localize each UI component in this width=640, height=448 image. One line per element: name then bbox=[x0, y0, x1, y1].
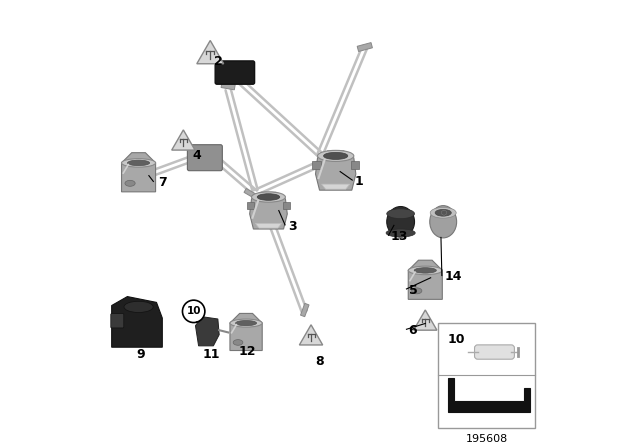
Text: 3: 3 bbox=[288, 220, 296, 233]
FancyBboxPatch shape bbox=[474, 345, 515, 359]
Text: 4: 4 bbox=[193, 149, 202, 163]
Polygon shape bbox=[250, 192, 287, 229]
FancyBboxPatch shape bbox=[111, 314, 124, 328]
Polygon shape bbox=[221, 82, 236, 90]
Text: 7: 7 bbox=[158, 176, 166, 190]
Polygon shape bbox=[230, 314, 262, 350]
Polygon shape bbox=[197, 40, 224, 64]
Polygon shape bbox=[244, 189, 257, 198]
Ellipse shape bbox=[412, 288, 422, 294]
Ellipse shape bbox=[386, 229, 415, 237]
Bar bbox=[438, 323, 536, 428]
Ellipse shape bbox=[430, 207, 456, 218]
Polygon shape bbox=[448, 379, 530, 412]
Polygon shape bbox=[300, 325, 323, 345]
Ellipse shape bbox=[252, 192, 285, 202]
Ellipse shape bbox=[387, 207, 415, 237]
Polygon shape bbox=[268, 213, 278, 226]
Ellipse shape bbox=[435, 209, 451, 216]
Text: 9: 9 bbox=[136, 348, 145, 362]
Ellipse shape bbox=[122, 159, 156, 167]
Ellipse shape bbox=[408, 266, 442, 275]
Polygon shape bbox=[351, 161, 359, 169]
Polygon shape bbox=[112, 297, 163, 347]
Polygon shape bbox=[312, 161, 321, 169]
Ellipse shape bbox=[230, 319, 262, 327]
Polygon shape bbox=[408, 260, 442, 299]
Text: ⬡: ⬡ bbox=[440, 210, 446, 216]
Polygon shape bbox=[283, 202, 290, 209]
Text: 11: 11 bbox=[203, 348, 220, 362]
Polygon shape bbox=[247, 202, 254, 209]
Ellipse shape bbox=[430, 206, 457, 238]
Ellipse shape bbox=[257, 194, 280, 200]
Text: 14: 14 bbox=[444, 270, 461, 284]
Text: 13: 13 bbox=[391, 230, 408, 243]
Ellipse shape bbox=[125, 181, 135, 186]
Polygon shape bbox=[255, 224, 282, 228]
Text: 8: 8 bbox=[315, 355, 323, 369]
Text: 1: 1 bbox=[355, 175, 364, 188]
Text: 2: 2 bbox=[214, 55, 223, 69]
Ellipse shape bbox=[233, 340, 243, 345]
Polygon shape bbox=[357, 43, 372, 52]
Polygon shape bbox=[172, 130, 195, 150]
Text: 10: 10 bbox=[448, 333, 465, 346]
Polygon shape bbox=[413, 310, 437, 330]
Ellipse shape bbox=[414, 268, 436, 273]
Ellipse shape bbox=[324, 152, 348, 159]
Text: 12: 12 bbox=[239, 345, 256, 358]
Ellipse shape bbox=[127, 160, 150, 166]
Ellipse shape bbox=[387, 209, 415, 219]
Ellipse shape bbox=[317, 151, 354, 161]
Text: 10: 10 bbox=[186, 306, 201, 316]
Circle shape bbox=[182, 300, 205, 323]
Ellipse shape bbox=[124, 301, 153, 313]
Polygon shape bbox=[321, 184, 350, 189]
Polygon shape bbox=[316, 151, 356, 190]
FancyBboxPatch shape bbox=[215, 61, 255, 84]
Text: 195608: 195608 bbox=[465, 434, 508, 444]
Polygon shape bbox=[301, 303, 309, 317]
Text: 6: 6 bbox=[409, 324, 417, 337]
Polygon shape bbox=[122, 153, 156, 192]
Polygon shape bbox=[195, 317, 220, 346]
Text: 5: 5 bbox=[409, 284, 417, 297]
Ellipse shape bbox=[236, 320, 257, 326]
FancyBboxPatch shape bbox=[188, 145, 222, 171]
